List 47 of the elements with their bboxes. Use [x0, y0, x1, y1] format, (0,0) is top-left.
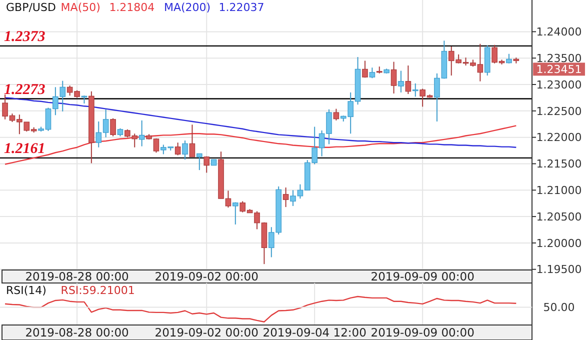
candlestick [196, 153, 202, 171]
x-tick-label: 2019-08-28 00:00 [25, 270, 129, 284]
candlestick [390, 61, 397, 94]
chart-title: GBP/USD [6, 1, 56, 14]
annotation: 1.22037 [218, 1, 264, 14]
candlestick [282, 186, 289, 208]
y-tick-label: 1.23000 [536, 78, 582, 92]
text: 50.00 [543, 301, 575, 314]
candlestick [405, 64, 412, 95]
line-series [4, 125, 517, 165]
candlestick [362, 60, 368, 78]
candlestick [232, 202, 238, 225]
candlestick [412, 82, 418, 98]
y-tick-label: 1.22000 [536, 131, 582, 144]
y-tick-label: 1.24000 [536, 26, 582, 39]
annotation: 1.21804 [109, 1, 155, 14]
x-tick-label: 2019-09-04 12:00 [262, 326, 366, 340]
text: MA(200) [164, 1, 211, 14]
chart-title: RSI(14) [6, 284, 46, 297]
candlestick [174, 142, 181, 156]
candlestick [398, 70, 404, 93]
y-tick-label: 1.21500 [536, 158, 582, 171]
y-tick-label: 1.21000 [536, 184, 582, 197]
candlestick [506, 53, 512, 64]
ref-line-label: 1.2373 [4, 28, 46, 45]
candlestick [369, 67, 376, 79]
candlestick [110, 118, 116, 137]
candlestick [138, 120, 145, 147]
text: MA(50) [60, 1, 100, 14]
x-tick-label: 2019-09-09 00:00 [370, 326, 474, 340]
y-tick-label: 1.23500 [536, 52, 582, 65]
candlestick [204, 156, 210, 174]
candlestick [189, 124, 196, 158]
x-tick-label: 2019-09-02 00:00 [154, 326, 258, 340]
ref-line-label: 1.2273 [4, 82, 46, 98]
candlestick [182, 140, 188, 160]
annotation: RSI:59.21001 [60, 284, 135, 297]
candlestick [333, 108, 340, 121]
x-tick-label: 2019-08-28 00:00 [25, 326, 129, 340]
ref-line-label: 1.2161 [4, 140, 46, 157]
y-tick-label: 1.20000 [536, 236, 582, 250]
y-tick-label: 1.20500 [536, 210, 582, 224]
x-tick-label: 2019-09-02 00:00 [154, 270, 258, 284]
price-tag: 1.23451 [533, 62, 585, 76]
y-tick-label: 1.19500 [536, 263, 582, 276]
x-tick-label: 2019-09-09 00:00 [370, 270, 474, 284]
y-tick-label: 1.22500 [536, 104, 582, 118]
